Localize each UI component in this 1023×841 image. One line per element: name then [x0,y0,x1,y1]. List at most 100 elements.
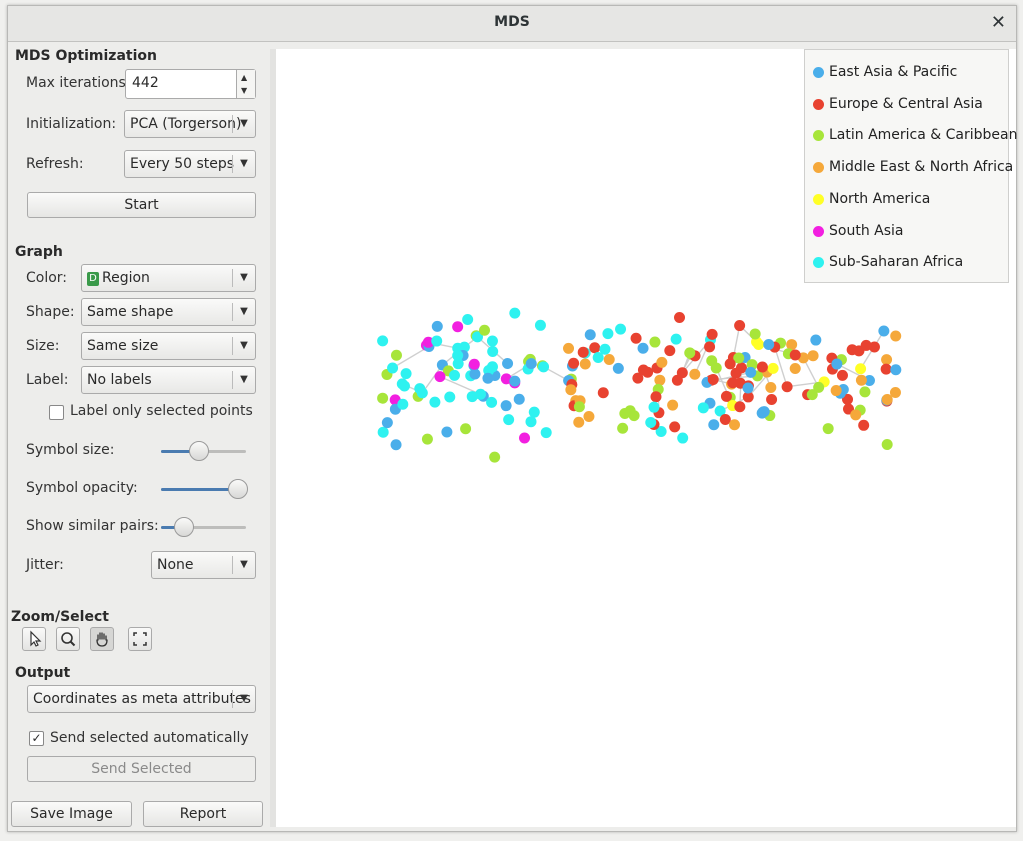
scatter-point[interactable] [742,382,754,394]
scatter-point[interactable] [486,361,498,373]
scatter-point[interactable] [632,372,644,384]
scatter-point[interactable] [471,331,483,343]
auto-send-checkbox[interactable]: ✓ [29,731,44,746]
scatter-point[interactable] [676,367,688,379]
scatter-point[interactable] [756,361,768,373]
scatter-point[interactable] [509,307,521,319]
scatter-point[interactable] [697,402,709,414]
scatter-point[interactable] [421,433,433,445]
scatter-point[interactable] [381,417,393,429]
scatter-point[interactable] [729,419,741,431]
scatter-point[interactable] [617,422,629,434]
scatter-point[interactable] [863,375,875,387]
scatter-point[interactable] [509,375,521,387]
spin-up-icon[interactable]: ▲ [241,73,248,82]
scatter-point[interactable] [452,321,464,333]
scatter-point[interactable] [377,392,389,404]
scatter-point[interactable] [830,385,842,397]
scatter-point[interactable] [720,390,732,402]
scatter-point[interactable] [390,439,402,451]
scatter-point[interactable] [397,398,409,410]
scatter-point[interactable] [881,354,893,366]
save-image-button[interactable]: Save Image [11,801,132,827]
scatter-point[interactable] [648,401,660,413]
scatter-point[interactable] [462,314,474,326]
shape-combo[interactable]: Same shape ▼ [81,298,256,326]
scatter-point[interactable] [534,319,546,331]
scatter-point[interactable] [486,396,498,408]
scatter-point[interactable] [475,388,487,400]
scatter-point[interactable] [655,426,667,438]
select-tool-button[interactable] [22,627,46,651]
scatter-point[interactable] [860,339,872,351]
scatter-point[interactable] [724,358,736,370]
scatter-point[interactable] [813,381,825,393]
scatter-point[interactable] [781,381,793,393]
spin-down-icon[interactable]: ▼ [241,86,248,95]
scatter-point[interactable] [708,419,720,431]
scatter-point[interactable] [592,352,604,364]
scatter-point[interactable] [603,353,615,365]
start-button[interactable]: Start [27,192,256,218]
scatter-point[interactable] [416,387,428,399]
scatter-point[interactable] [482,372,494,384]
scatter-point[interactable] [628,410,640,422]
scatter-point[interactable] [538,361,550,373]
scatter-point[interactable] [730,367,742,379]
report-button[interactable]: Report [143,801,263,827]
scatter-point[interactable] [734,320,746,332]
scatter-point[interactable] [431,335,443,347]
color-combo[interactable]: D Region ▼ [81,264,256,292]
label-combo[interactable]: No labels ▼ [81,366,256,394]
scatter-point[interactable] [881,438,893,450]
scatter-point[interactable] [766,393,778,405]
scatter-point[interactable] [528,406,540,418]
scatter-point[interactable] [602,328,614,340]
scatter-point[interactable] [684,347,696,359]
scatter-point[interactable] [677,432,689,444]
scatter-point[interactable] [789,362,801,374]
scatter-point[interactable] [650,391,662,403]
scatter-point[interactable] [878,325,890,337]
scatter-point[interactable] [448,369,460,381]
scatter-point[interactable] [890,364,902,376]
scatter-point[interactable] [745,366,757,378]
scatter-point[interactable] [500,400,512,412]
scatter-point[interactable] [859,386,871,398]
scatter-point[interactable] [612,362,624,374]
scatter-point[interactable] [519,432,531,444]
scatter-point[interactable] [689,368,701,380]
send-selected-button[interactable]: Send Selected [27,756,256,782]
scatter-point[interactable] [573,401,585,413]
scatter-point[interactable] [868,341,880,353]
scatter-point[interactable] [881,393,893,405]
output-mode-combo[interactable]: Coordinates as meta attributes ▼ [27,685,256,713]
pan-tool-button[interactable] [90,627,114,651]
scatter-point[interactable] [565,384,577,396]
scatter-point[interactable] [656,356,668,368]
slider-handle[interactable] [228,479,248,499]
scatter-point[interactable] [753,339,765,351]
scatter-point[interactable] [649,336,661,348]
scatter-point[interactable] [589,342,601,354]
label-selected-checkbox[interactable] [49,405,64,420]
slider-handle[interactable] [189,441,209,461]
scatter-point[interactable] [850,409,862,421]
scatter-point[interactable] [599,343,611,355]
scatter-point[interactable] [669,421,681,433]
scatter-point[interactable] [667,399,679,411]
scatter-point[interactable] [749,328,761,340]
initialization-combo[interactable]: PCA (Torgerson) ▼ [124,110,256,138]
scatter-point[interactable] [489,451,501,463]
scatter-point[interactable] [479,324,491,336]
scatter-point[interactable] [398,380,410,392]
scatter-point[interactable] [670,333,682,345]
scatter-point[interactable] [704,341,716,353]
spinbox-arrows[interactable]: ▲ ▼ [236,70,255,98]
scatter-point[interactable] [742,391,754,403]
scatter-point[interactable] [579,358,591,370]
scatter-point[interactable] [855,374,867,386]
scatter-point[interactable] [889,387,901,399]
symbol-opacity-slider[interactable] [161,479,248,499]
scatter-point[interactable] [525,358,537,370]
